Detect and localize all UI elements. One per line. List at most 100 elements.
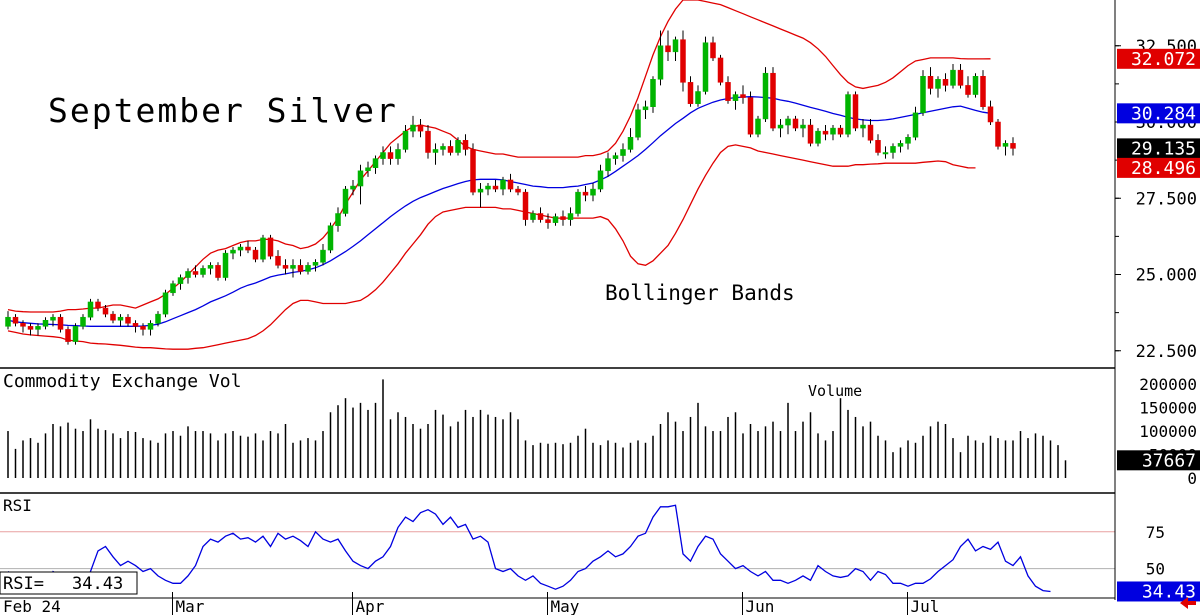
candle (995, 118, 1001, 150)
last-price-badge-bg (1117, 138, 1200, 159)
candle (890, 143, 896, 159)
candle-body-up (50, 316, 56, 321)
price-tick-label: 27.500 (1136, 189, 1197, 209)
candle (747, 91, 754, 138)
candle-body-down (65, 329, 71, 342)
left-arrow-icon[interactable] (1180, 597, 1196, 609)
volume-last-badge: 37667 (1117, 450, 1200, 471)
candle-body-up (642, 106, 649, 111)
candle-body-down (875, 140, 881, 153)
candle (755, 115, 761, 138)
candle-body-down (1010, 143, 1016, 149)
candle (717, 54, 724, 86)
candle-body-up (455, 140, 461, 153)
candle (462, 134, 469, 156)
candle-body-up (950, 69, 956, 86)
candle (432, 143, 439, 165)
candle (725, 76, 731, 104)
candle (687, 76, 694, 107)
candle-body-down (12, 316, 19, 324)
candle (920, 70, 926, 116)
volume-tick-label: 100000 (1139, 422, 1197, 441)
candle-body-up (42, 320, 49, 327)
candle-body-down (680, 39, 686, 83)
candle (935, 76, 941, 98)
candle (492, 179, 499, 193)
candle-body-up (87, 301, 94, 318)
upper-band-value: 32.072 (1131, 49, 1196, 70)
candle-body-up (890, 146, 896, 153)
candle (50, 314, 56, 327)
candle-body-down (560, 216, 566, 220)
candle-body-down (717, 57, 724, 83)
candle-body-down (822, 130, 829, 135)
candle (252, 247, 259, 263)
candle-body-up (117, 316, 124, 321)
volume-last-value: 37667 (1142, 450, 1196, 471)
candle-body-down (447, 146, 454, 153)
candle (672, 36, 679, 61)
rsi-readout-label: RSI= (3, 574, 44, 594)
candle (12, 314, 19, 327)
candle-body-up (830, 127, 836, 135)
candle (927, 67, 934, 95)
candle (987, 100, 994, 126)
candle-body-down (837, 127, 844, 135)
candle (957, 64, 964, 89)
candle-body-down (110, 313, 116, 321)
candle (162, 289, 169, 318)
candle (95, 298, 101, 312)
candle-body-down (965, 85, 971, 95)
candle (815, 128, 821, 147)
candle (87, 298, 94, 321)
candle (245, 240, 251, 254)
candle-body-down (515, 188, 521, 193)
candle-body-down (710, 42, 716, 59)
candle (102, 305, 109, 318)
rsi-last-badge: 34.43 (1117, 581, 1200, 602)
rsi-series (7, 504, 1051, 593)
candle (275, 250, 281, 269)
candle (800, 118, 806, 138)
candle-body-down (980, 76, 986, 107)
candle (560, 210, 566, 226)
candle-body-up (200, 268, 206, 275)
candle (875, 134, 881, 156)
rsi-panel-label: RSI (3, 496, 32, 515)
candle-body-up (207, 265, 214, 269)
middle-band-badge-bg (1117, 103, 1200, 124)
upper-band-badge: 32.072 (1117, 48, 1200, 70)
last-price-value: 29.135 (1131, 138, 1196, 159)
candle (695, 85, 701, 107)
candle (170, 280, 176, 296)
candle-body-up (935, 79, 941, 89)
candle-body-up (845, 94, 851, 135)
candle-body-up (590, 188, 596, 196)
candle-body-down (957, 69, 964, 86)
candle (942, 73, 949, 92)
candle (882, 146, 889, 159)
volume-annotation: Volume (808, 382, 862, 400)
last-price-badge: 29.135 (1117, 138, 1200, 159)
candle-body-up (35, 326, 41, 330)
candle (110, 311, 116, 324)
candle-body-up (897, 143, 904, 147)
candle (845, 91, 851, 138)
upper-band-badge-bg (1117, 48, 1200, 69)
candle-body-up (440, 146, 446, 150)
candle-body-down (462, 140, 469, 150)
candle (612, 152, 619, 165)
candle-body-up (155, 313, 161, 324)
lower-band-line (7, 144, 976, 350)
candle (267, 234, 274, 260)
candle-body-up (905, 137, 911, 144)
candle-body-up (620, 149, 626, 156)
candle-body-down (215, 265, 221, 278)
candle (290, 259, 296, 278)
candle (867, 118, 874, 144)
candle-body-up (597, 170, 604, 190)
candle-body-down (282, 265, 289, 269)
lower-band-value: 28.496 (1131, 158, 1196, 179)
candle-body-up (162, 292, 169, 315)
candle-body-up (177, 277, 184, 284)
